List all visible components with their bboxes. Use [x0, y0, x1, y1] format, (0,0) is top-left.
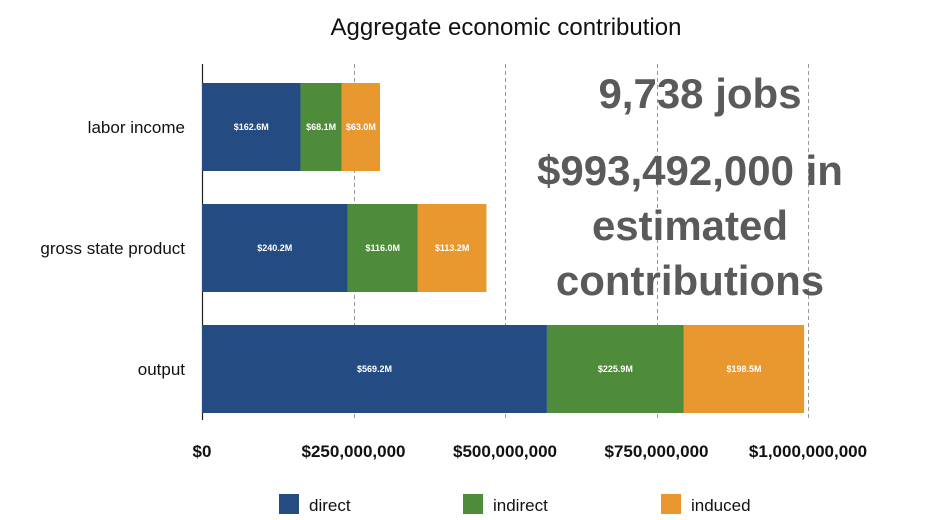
bar-direct	[202, 204, 348, 292]
legend: direct indirect induced	[279, 494, 751, 515]
annotation-line-3: contributions	[556, 257, 824, 304]
bar-indirect	[300, 83, 342, 171]
data-label: $569.2M	[357, 364, 392, 374]
data-label: $116.0M	[365, 243, 400, 253]
x-tick-label: $250,000,000	[302, 442, 406, 461]
bar-indirect	[546, 325, 684, 413]
legend-label-induced: induced	[691, 496, 751, 515]
category-labels: labor income gross state product output	[40, 118, 185, 379]
legend-swatch-direct	[279, 494, 299, 514]
annotation-line-1: $993,492,000 in	[537, 147, 843, 194]
x-tick-labels: $0 $250,000,000 $500,000,000 $750,000,000 $1…	[193, 442, 868, 461]
chart-title: Aggregate economic contribution	[331, 14, 682, 41]
data-label: $240.2M	[257, 243, 292, 253]
data-label: $225.9M	[598, 364, 633, 374]
data-label: $113.2M	[435, 243, 470, 253]
annotation: 9,738 jobs $993,492,000 in estimated con…	[537, 70, 843, 304]
legend-label-direct: direct	[309, 496, 351, 515]
data-label: $68.1M	[306, 122, 336, 132]
annotation-line-2: estimated	[592, 202, 788, 249]
legend-label-indirect: indirect	[493, 496, 548, 515]
bar-direct	[202, 325, 547, 413]
category-label: gross state product	[40, 239, 185, 258]
bar-direct	[202, 83, 301, 171]
x-tick-label: $500,000,000	[453, 442, 557, 461]
x-tick-label: $0	[193, 442, 212, 461]
x-tick-label: $750,000,000	[605, 442, 709, 461]
data-label: $198.5M	[726, 364, 761, 374]
data-label: $162.6M	[234, 122, 269, 132]
bar-induced	[341, 83, 380, 171]
data-label: $63.0M	[346, 122, 376, 132]
category-label: output	[138, 360, 186, 379]
annotation-jobs: 9,738 jobs	[598, 70, 801, 117]
x-tick-label: $1,000,000,000	[749, 442, 867, 461]
legend-swatch-induced	[661, 494, 681, 514]
bars: $162.6M $68.1M $63.0M $240.2M $116.0M $113.2M…	[202, 83, 805, 413]
bar-induced	[417, 204, 487, 292]
legend-swatch-indirect	[463, 494, 483, 514]
bar-indirect	[347, 204, 418, 292]
category-label: labor income	[88, 118, 185, 137]
bar-induced	[683, 325, 805, 413]
